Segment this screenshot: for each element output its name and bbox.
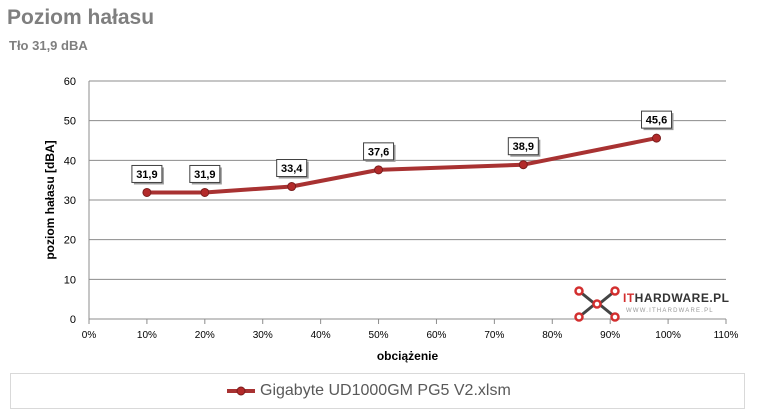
y-tick-label: 40 [64,155,76,167]
brand-url: WWW.ITHARDWARE.PL [626,308,714,314]
data-label: 31,9 [189,164,222,185]
data-label-text: 31,9 [194,169,215,181]
brand-rest: HARDWARE.PL [634,291,730,305]
data-point [518,160,528,170]
y-tick-label: 0 [70,314,76,326]
legend-item: Gigabyte UD1000GM PG5 V2.xlsm [226,382,511,400]
x-tick-label: 0% [82,330,97,341]
data-point [652,133,662,143]
y-axis-title: poziom hałasu [dBA] [43,140,57,259]
x-tick-label: 10% [137,330,157,341]
data-label-text: 38,9 [513,141,534,153]
x-tick-label: 110% [714,330,739,341]
chart-subtitle: Tło 31,9 dBA [9,38,88,53]
y-tick-label: 30 [64,195,76,207]
brand-name: ITHARDWARE.PL [623,291,730,305]
data-label: 33,4 [276,159,309,179]
data-point [200,187,210,197]
x-tick-label: 60% [426,330,446,341]
data-label: 37,6 [363,142,396,162]
x-tick-label: 50% [369,330,389,341]
chart-legend: Gigabyte UD1000GM PG5 V2.xlsm [10,373,745,409]
data-label-box [507,137,539,156]
legend-line-marker-icon [227,386,255,396]
data-label-box [276,159,308,178]
brand-prefix: IT [623,291,635,305]
data-label-box [131,164,163,183]
data-label: 31,9 [131,164,164,185]
y-tick-label: 60 [64,76,76,88]
x-tick-label: 70% [484,330,504,341]
y-tick-label: 50 [64,116,76,128]
data-point [142,187,152,197]
chart-title: Poziom hałasu [7,6,155,29]
data-label-box [363,142,395,161]
x-tick-label: 80% [542,330,562,341]
data-label-text: 31,9 [136,169,157,181]
data-label-box [189,164,221,183]
x-tick-label: 40% [311,330,331,341]
legend-label: Gigabyte UD1000GM PG5 V2.xlsm [260,382,511,399]
data-label-box [641,110,673,129]
data-point [374,165,384,175]
x-tick-label: 30% [253,330,273,341]
y-tick-label: 20 [64,235,76,247]
data-label-text: 33,4 [281,163,303,175]
y-tick-label: 10 [64,274,76,286]
ithardware-logo-icon [574,286,620,322]
data-point [287,182,297,192]
series-line [146,136,657,195]
data-label: 45,6 [641,110,674,131]
noise-level-chart: 0 10 20 30 40 50 60 0% 10% 20% 30% 40% 50% 60% 70% 80% 9… [43,76,739,363]
x-tick-label: 90% [600,330,620,341]
x-tick-label: 20% [195,330,215,341]
data-label-text: 37,6 [368,146,389,158]
data-label-text: 45,6 [646,115,667,127]
data-label: 38,9 [507,137,541,157]
x-axis-title: obciążenie [377,349,439,363]
x-tick-label: 100% [655,330,681,341]
